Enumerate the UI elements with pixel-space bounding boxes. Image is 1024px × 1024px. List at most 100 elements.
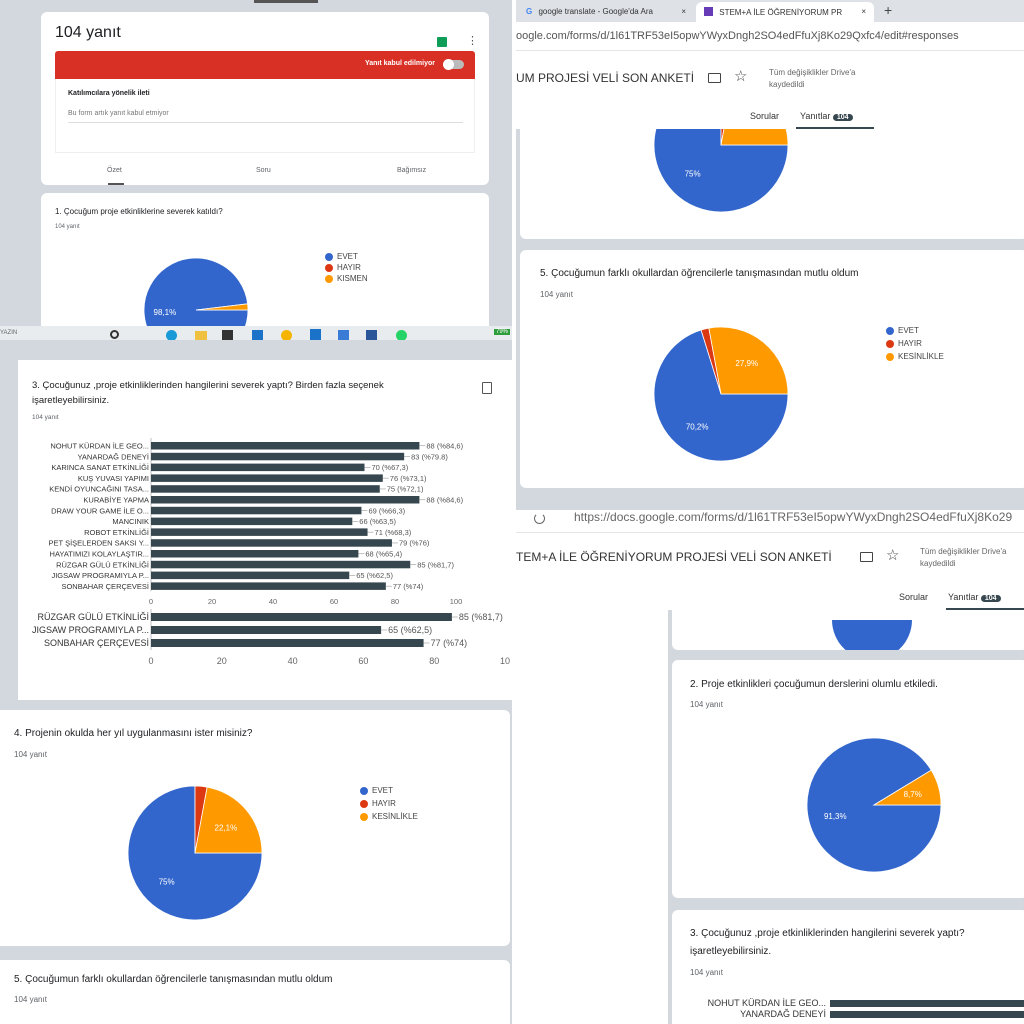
- bar: [151, 626, 382, 634]
- bar: [151, 550, 359, 558]
- chrome-icon[interactable]: [281, 330, 292, 340]
- tab-individual[interactable]: Bağımsız: [397, 167, 427, 174]
- response-count: 104 yanıt: [14, 995, 47, 1004]
- folder-icon[interactable]: [708, 73, 721, 83]
- bar-category-label: KARINCA SANAT ETKİNLİĞİ: [51, 463, 149, 472]
- pie-label: 91,3%: [824, 812, 847, 821]
- legend-evet: EVET: [886, 324, 944, 337]
- new-tab-button[interactable]: +: [884, 2, 893, 18]
- save-status: Tüm değişiklikler Drive'a kaydedildi: [769, 67, 855, 91]
- close-tab-icon[interactable]: ×: [681, 7, 686, 16]
- bar: [830, 1000, 1024, 1007]
- bar: [151, 613, 452, 621]
- save-status-line: Tüm değişiklikler Drive'a: [920, 547, 1007, 556]
- photos-icon[interactable]: [338, 330, 349, 340]
- copy-icon[interactable]: [482, 382, 492, 394]
- star-icon[interactable]: ☆: [734, 68, 748, 85]
- sheets-icon[interactable]: [437, 37, 447, 47]
- taskbar-label: YAZIN: [0, 330, 18, 336]
- bar-value-label: 83 (%79.8): [411, 452, 448, 461]
- bar: [151, 485, 380, 493]
- edge-icon[interactable]: [166, 330, 177, 340]
- legend-label: EVET: [898, 326, 919, 335]
- pie-slice: [653, 329, 789, 462]
- bar-value-label: 71 (%68,3): [375, 528, 412, 537]
- tab-responses[interactable]: Yanıtlar 104: [948, 592, 1001, 602]
- bar-value-label: 77 (%74): [393, 582, 424, 591]
- star-icon[interactable]: ☆: [886, 547, 900, 564]
- legend-evet: EVET: [360, 784, 418, 797]
- message-input[interactable]: Bu form artık yanıt kabul etmiyor: [68, 110, 463, 123]
- bar-value-label: 79 (%76): [399, 539, 430, 548]
- tab-label: Yanıtlar: [948, 592, 979, 602]
- bar: [151, 582, 386, 590]
- reload-icon[interactable]: [534, 513, 545, 524]
- response-count: 104 yanıt: [540, 290, 573, 299]
- whatsapp-icon[interactable]: [396, 330, 407, 340]
- x-tick-label: 20: [208, 597, 216, 606]
- bar-category-label: SONBAHAR ÇERÇEVESİ: [61, 582, 149, 591]
- legend-label: KESİNLİKLE: [898, 352, 944, 361]
- tab-question[interactable]: Soru: [256, 167, 271, 174]
- bar-category-label: ROBOT ETKİNLİĞİ: [84, 528, 149, 537]
- pie-label: 8,7%: [904, 790, 922, 799]
- question-title: 4. Projenin okulda her yıl uygulanmasını…: [14, 728, 253, 739]
- app-icon[interactable]: [310, 329, 321, 340]
- bar-category-label: SONBAHAR ÇERÇEVESİ: [44, 638, 149, 648]
- legend-hayir: HAYIR: [886, 337, 944, 350]
- browser-tab-forms[interactable]: STEM+A İLE ÖĞRENİYORUM PR ×: [696, 2, 874, 22]
- word-icon[interactable]: [366, 330, 377, 340]
- x-tick-label: 20: [217, 656, 227, 666]
- response-count: 104 yanıt: [14, 750, 47, 759]
- tab-questions[interactable]: Sorular: [750, 111, 780, 121]
- address-bar[interactable]: oogle.com/forms/d/1l61TRF53eI5opwYWyxDng…: [516, 30, 959, 42]
- bar-value-label: 88 (%84,6): [426, 496, 463, 505]
- more-vert-icon[interactable]: ⋮: [467, 35, 478, 47]
- bar-category-label: YANARDAĞ DENEYİ: [77, 452, 149, 461]
- question-title: 2. Proje etkinlikleri çocuğumun dersleri…: [690, 679, 938, 690]
- pie-slice: [720, 129, 725, 146]
- pie-legend: EVET HAYIR KESİNLİKLE: [360, 784, 418, 823]
- bar-category-label: KUŞ YUVASI YAPIMI: [78, 474, 149, 483]
- screenshot-q4-panel: 4. Projenin okulda her yıl uygulanmasını…: [0, 700, 512, 1024]
- response-count: 104 yanıt: [55, 224, 80, 230]
- close-tab-icon[interactable]: ×: [861, 7, 866, 16]
- x-tick-label: 0: [149, 597, 153, 606]
- pie-slice: [872, 769, 942, 806]
- bar-value-label: 77 (%74): [431, 638, 468, 648]
- tab-questions[interactable]: Sorular: [899, 592, 929, 602]
- accept-responses-toggle[interactable]: [443, 59, 464, 70]
- mail-icon[interactable]: [252, 330, 263, 340]
- bar-value-label: 66 (%63,5): [359, 517, 396, 526]
- google-icon: G: [526, 7, 533, 16]
- pie-slice: [653, 129, 789, 213]
- message-box: Katılımcılara yönelik ileti Bu form artı…: [55, 79, 475, 153]
- x-tick-label: 40: [288, 656, 298, 666]
- browser-tab-translate[interactable]: G google translate - Google'da Ara ×: [520, 2, 692, 22]
- save-status-line: kaydedildi: [769, 80, 805, 89]
- bar-chart-duplicate: RÜZGAR GÜLÜ ETKİNLİĞİ 85 (%81,7) JIGSAW PR…: [32, 609, 510, 666]
- bar-label: YANARDAĞ DENEYİ: [740, 1009, 826, 1019]
- tab-responses[interactable]: Yanıtlar 104: [800, 111, 853, 121]
- x-tick-label: 80: [391, 597, 399, 606]
- question-2-card: 2. Proje etkinlikleri çocuğumun dersleri…: [672, 660, 1024, 898]
- folder-icon[interactable]: [195, 331, 207, 340]
- store-icon[interactable]: [222, 330, 233, 340]
- form-title: UM PROJESİ VELİ SON ANKETİ: [516, 71, 695, 85]
- search-icon[interactable]: [110, 330, 119, 339]
- legend-label: EVET: [337, 252, 358, 261]
- bar-value-label: 65 (%62,5): [388, 625, 432, 635]
- legend-hayir: HAYIR: [360, 797, 418, 810]
- folder-icon[interactable]: [860, 552, 873, 562]
- tab-label: google translate - Google'da Ara: [538, 7, 653, 16]
- bar-category-label: RÜZGAR GÜLÜ ETKİNLİĞİ: [56, 560, 149, 569]
- bar-value-label: 85 (%81,7): [417, 560, 454, 569]
- question-1-card: 1. Çocuğum proje etkinliklerine severek …: [41, 193, 489, 333]
- pie-label: 27,9%: [735, 359, 758, 368]
- save-status: Tüm değişiklikler Drive'a kaydedildi: [920, 546, 1006, 570]
- tab-summary[interactable]: Özet: [107, 167, 122, 174]
- pie-slice: [143, 257, 249, 333]
- address-bar[interactable]: https://docs.google.com/forms/d/1l61TRF5…: [574, 510, 1013, 524]
- legend-label: HAYIR: [898, 339, 922, 348]
- x-tick-label: 80: [429, 656, 439, 666]
